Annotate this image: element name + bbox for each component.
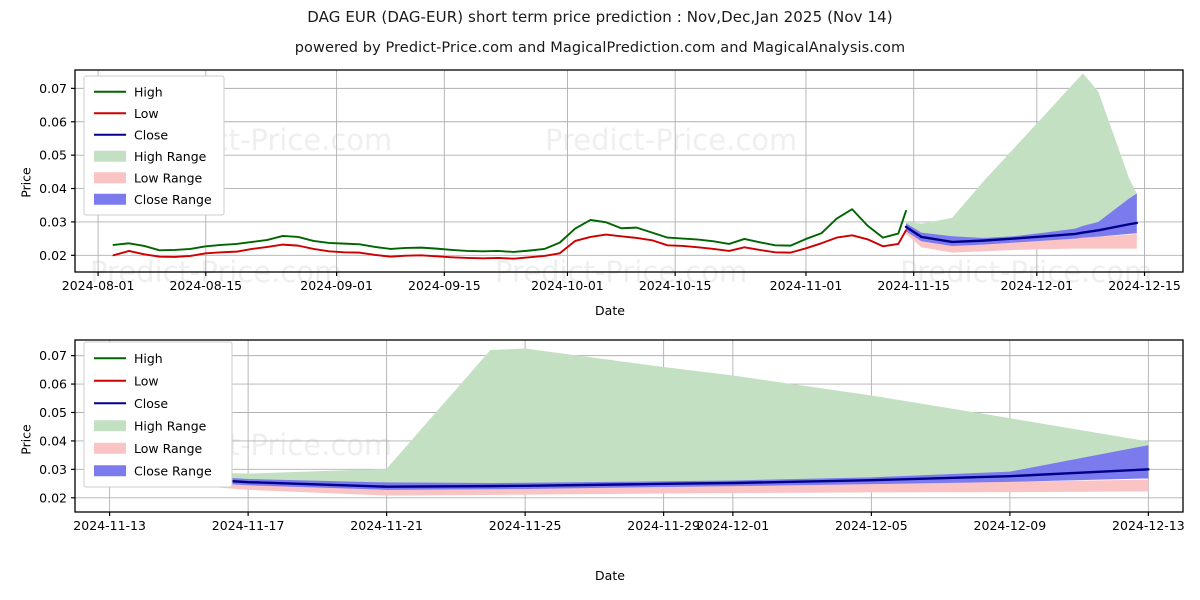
close-line <box>108 468 1150 488</box>
x-tick-label: 2024-09-01 <box>300 278 373 293</box>
watermark: Predict-Price.com <box>545 123 797 157</box>
y-tick-label: 0.06 <box>39 377 67 392</box>
legend-item-label: High <box>134 351 163 366</box>
y-tick-label: 0.02 <box>39 490 67 505</box>
high-line <box>112 208 907 253</box>
close-line <box>904 221 1139 244</box>
x-tick-label: 2024-12-01 <box>697 518 770 533</box>
x-tick-label: 2024-11-13 <box>73 518 146 533</box>
x-tick-label: 2024-08-01 <box>62 278 135 293</box>
legend-item-label: High <box>134 84 163 99</box>
y-tick-label: 0.02 <box>39 248 67 263</box>
legend-item-label: Close <box>134 396 168 411</box>
y-tick-label: 0.07 <box>39 348 67 363</box>
x-tick-label: 2024-11-21 <box>350 518 423 533</box>
y-tick-label: 0.05 <box>39 405 67 420</box>
legend-patch-swatch <box>94 442 126 454</box>
legend-item-label: High Range <box>134 149 207 164</box>
x-tick-label: 2024-12-15 <box>1108 278 1181 293</box>
x-tick-label: 2024-12-01 <box>1000 278 1073 293</box>
x-tick-label: 2024-12-13 <box>1112 518 1185 533</box>
x-tick-label: 2024-12-09 <box>974 518 1047 533</box>
legend-patch-swatch <box>94 193 126 205</box>
x-tick-label: 2024-10-15 <box>639 278 712 293</box>
high-range-band <box>109 348 1149 485</box>
bottom-chart-xlabel: Date <box>595 568 625 583</box>
x-tick-label: 2024-12-05 <box>835 518 908 533</box>
y-tick-label: 0.06 <box>39 114 67 129</box>
x-tick-label: 2024-09-15 <box>408 278 481 293</box>
title-block: DAG EUR (DAG-EUR) short term price predi… <box>0 0 1200 56</box>
axes-frame <box>74 339 1184 513</box>
legend-patch-swatch <box>94 465 126 477</box>
legend-item-label: Close <box>134 127 168 142</box>
x-tick-label: 2024-11-15 <box>877 278 950 293</box>
axes-frame <box>74 69 1184 273</box>
top-chart-xlabel: Date <box>595 303 625 318</box>
legend-item-label: Low <box>134 106 159 121</box>
page-subtitle: powered by Predict-Price.com and Magical… <box>294 40 906 56</box>
legend-item-label: High Range <box>134 418 207 433</box>
legend-item-label: Close Range <box>134 192 212 207</box>
top-chart-panel: Predict-Price.com Predict-Price.com Predic… <box>0 60 1200 315</box>
legend-item-label: Low <box>134 373 159 388</box>
bottom-chart-ylabel: Price <box>18 424 34 455</box>
bottom-chart-plot: Predict-Price.comPredict-Price.com0.020.… <box>39 339 1185 533</box>
top-chart-ylabel: Price <box>18 167 34 198</box>
y-tick-label: 0.07 <box>39 81 67 96</box>
high-range-band <box>906 73 1137 240</box>
legend-item-label: Low Range <box>134 170 203 185</box>
x-tick-label: 2024-11-25 <box>489 518 562 533</box>
y-tick-label: 0.05 <box>39 148 67 163</box>
legend-patch-swatch <box>94 420 126 432</box>
legend-patch-swatch <box>94 150 126 162</box>
x-tick-label: 2024-11-17 <box>212 518 285 533</box>
x-tick-label: 2024-11-01 <box>770 278 843 293</box>
x-tick-label: 2024-11-29 <box>627 518 700 533</box>
y-tick-label: 0.03 <box>39 214 67 229</box>
legend-patch-swatch <box>94 172 126 184</box>
x-tick-label: 2024-10-01 <box>531 278 604 293</box>
y-tick-label: 0.04 <box>39 433 67 448</box>
low-line <box>112 229 907 260</box>
x-tick-label: 2024-08-15 <box>169 278 242 293</box>
top-chart-plot: Predict-Price.com Predict-Price.comPredic… <box>39 69 1184 293</box>
bottom-chart-panel: Predict-Price.comPredict-Price.com0.020.… <box>0 330 1200 555</box>
low-range-band <box>109 475 1149 496</box>
legend-item-label: Low Range <box>134 441 203 456</box>
legend-item-label: Close Range <box>134 463 212 478</box>
y-tick-label: 0.04 <box>39 181 67 196</box>
low-range-band <box>906 228 1137 253</box>
page-title: DAG EUR (DAG-EUR) short term price predi… <box>307 8 893 26</box>
y-tick-label: 0.03 <box>39 462 67 477</box>
